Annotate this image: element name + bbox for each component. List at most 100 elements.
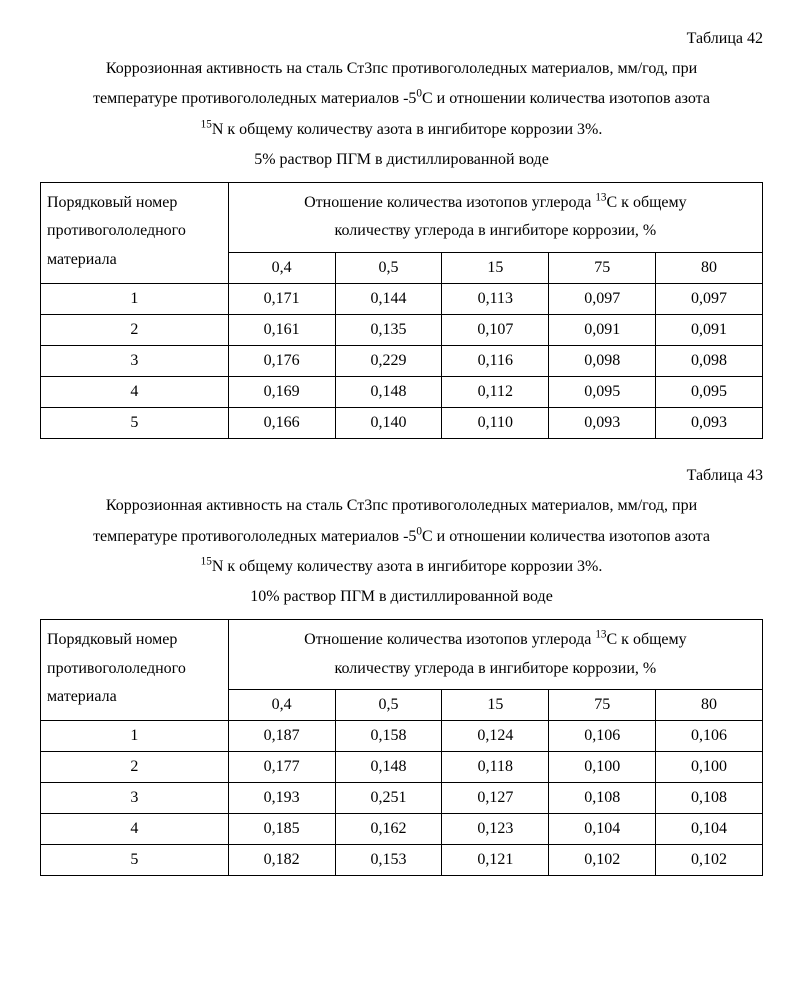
cell: 0,104 <box>549 814 656 845</box>
col-header: 0,5 <box>335 690 442 721</box>
caption-text: С и отношении количества изотопов азота <box>422 528 710 545</box>
cell: 0,176 <box>228 346 335 377</box>
cell: 0,135 <box>335 315 442 346</box>
col-header: 15 <box>442 690 549 721</box>
caption-text: температуре противогололедных материалов… <box>93 528 416 545</box>
caption-text: 10% раствор ПГМ в дистиллированной воде <box>250 588 553 605</box>
caption-text: температуре противогололедных материалов… <box>93 90 416 107</box>
cell: 2 <box>41 315 229 346</box>
cell: 4 <box>41 377 229 408</box>
sup-n15: 15 <box>201 556 212 568</box>
cell: 0,113 <box>442 284 549 315</box>
cell: 0,187 <box>228 721 335 752</box>
cell: 0,110 <box>442 408 549 439</box>
text: противогололедного <box>47 660 186 677</box>
cell: 0,091 <box>656 315 763 346</box>
col-header: 0,4 <box>228 690 335 721</box>
cell: 0,112 <box>442 377 549 408</box>
cell: 0,148 <box>335 377 442 408</box>
table-row: 1 0,187 0,158 0,124 0,106 0,106 <box>41 721 763 752</box>
cell: 0,106 <box>656 721 763 752</box>
cell: 3 <box>41 346 229 377</box>
text: количеству углерода в ингибиторе коррози… <box>335 660 657 677</box>
cell: 0,118 <box>442 752 549 783</box>
cell: 0,140 <box>335 408 442 439</box>
sup-c13: 13 <box>595 628 606 640</box>
cell: 0,127 <box>442 783 549 814</box>
table-row: 4 0,185 0,162 0,123 0,104 0,104 <box>41 814 763 845</box>
cell: 0,097 <box>656 284 763 315</box>
table-42-label: Таблица 42 <box>40 30 763 48</box>
cell: 0,161 <box>228 315 335 346</box>
cell: 0,123 <box>442 814 549 845</box>
cell: 0,098 <box>549 346 656 377</box>
text: Отношение количества изотопов углерода <box>304 631 595 648</box>
table-42-caption: Коррозионная активность на сталь Ст3пс п… <box>40 54 763 176</box>
table-42: Порядковый номер противогололедного мате… <box>40 182 763 440</box>
table-row: 3 0,193 0,251 0,127 0,108 0,108 <box>41 783 763 814</box>
cell: 0,100 <box>656 752 763 783</box>
cell: 0,229 <box>335 346 442 377</box>
table-43-caption: Коррозионная активность на сталь Ст3пс п… <box>40 491 763 613</box>
cell: 2 <box>41 752 229 783</box>
cell: 0,251 <box>335 783 442 814</box>
col-group-header: Отношение количества изотопов углерода 1… <box>228 182 762 253</box>
cell: 5 <box>41 845 229 876</box>
table-row: 4 0,169 0,148 0,112 0,095 0,095 <box>41 377 763 408</box>
text: Отношение количества изотопов углерода <box>304 194 595 211</box>
cell: 0,177 <box>228 752 335 783</box>
col-header: 75 <box>549 253 656 284</box>
cell: 0,121 <box>442 845 549 876</box>
table-row: 5 0,166 0,140 0,110 0,093 0,093 <box>41 408 763 439</box>
text: Порядковый номер <box>47 631 177 648</box>
cell: 0,093 <box>656 408 763 439</box>
cell: 0,106 <box>549 721 656 752</box>
cell: 0,102 <box>656 845 763 876</box>
caption-text: N к общему количеству азота в ингибиторе… <box>212 121 603 138</box>
col-header: 80 <box>656 253 763 284</box>
cell: 0,093 <box>549 408 656 439</box>
cell: 0,095 <box>656 377 763 408</box>
cell: 5 <box>41 408 229 439</box>
cell: 0,158 <box>335 721 442 752</box>
cell: 3 <box>41 783 229 814</box>
text: С к общему <box>607 631 687 648</box>
cell: 0,124 <box>442 721 549 752</box>
row-header: Порядковый номер противогололедного мате… <box>41 182 229 284</box>
cell: 0,100 <box>549 752 656 783</box>
cell: 1 <box>41 721 229 752</box>
cell: 0,108 <box>656 783 763 814</box>
caption-text: Коррозионная активность на сталь Ст3пс п… <box>106 60 697 77</box>
text: материала <box>47 251 117 268</box>
cell: 4 <box>41 814 229 845</box>
col-header: 80 <box>656 690 763 721</box>
text: количеству углерода в ингибиторе коррози… <box>335 222 657 239</box>
text: материала <box>47 688 117 705</box>
text: С к общему <box>607 194 687 211</box>
cell: 0,116 <box>442 346 549 377</box>
table-43-label: Таблица 43 <box>40 467 763 485</box>
text: противогололедного <box>47 222 186 239</box>
col-group-header: Отношение количества изотопов углерода 1… <box>228 619 762 690</box>
cell: 0,108 <box>549 783 656 814</box>
col-header: 0,5 <box>335 253 442 284</box>
cell: 0,169 <box>228 377 335 408</box>
cell: 0,162 <box>335 814 442 845</box>
cell: 0,095 <box>549 377 656 408</box>
table-row: 3 0,176 0,229 0,116 0,098 0,098 <box>41 346 763 377</box>
sup-c13: 13 <box>595 191 606 203</box>
cell: 0,091 <box>549 315 656 346</box>
table-43: Порядковый номер противогололедного мате… <box>40 619 763 877</box>
cell: 0,098 <box>656 346 763 377</box>
col-header: 75 <box>549 690 656 721</box>
sup-n15: 15 <box>201 118 212 130</box>
table-row: 5 0,182 0,153 0,121 0,102 0,102 <box>41 845 763 876</box>
table-row: 2 0,177 0,148 0,118 0,100 0,100 <box>41 752 763 783</box>
col-header: 15 <box>442 253 549 284</box>
caption-text: N к общему количеству азота в ингибиторе… <box>212 558 603 575</box>
cell: 1 <box>41 284 229 315</box>
cell: 0,144 <box>335 284 442 315</box>
cell: 0,153 <box>335 845 442 876</box>
cell: 0,107 <box>442 315 549 346</box>
text: Порядковый номер <box>47 194 177 211</box>
